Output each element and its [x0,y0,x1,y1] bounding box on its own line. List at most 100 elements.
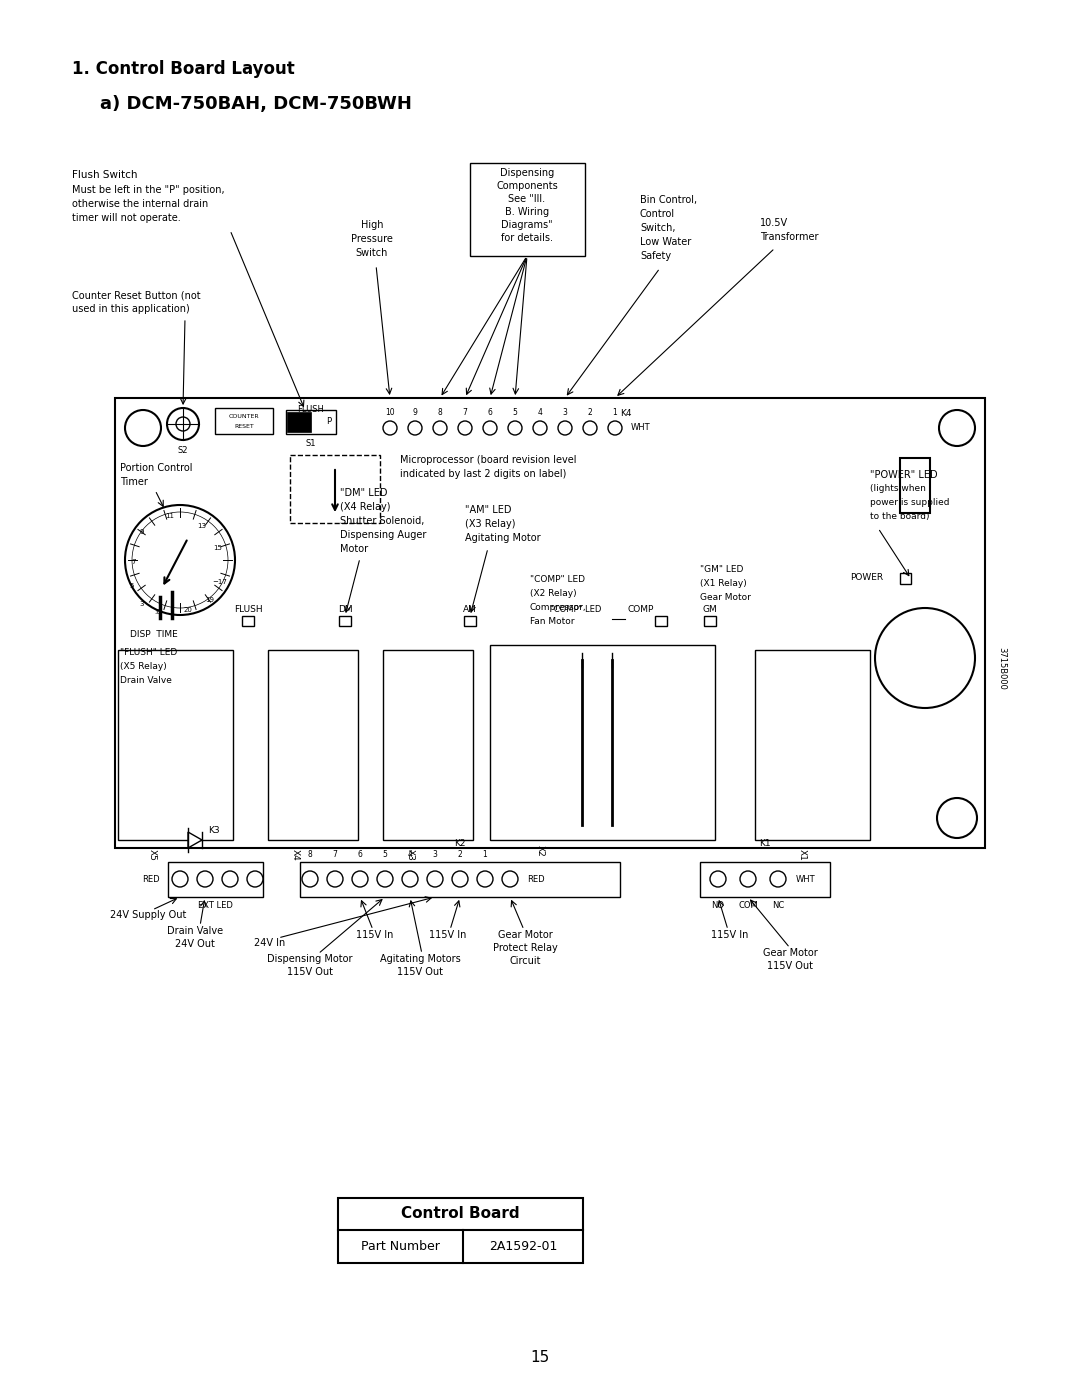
Text: 5: 5 [382,849,388,859]
Text: 13: 13 [198,522,206,529]
Text: COM: COM [738,901,758,909]
Text: S2: S2 [178,446,188,455]
Text: (X2 Relay): (X2 Relay) [530,590,577,598]
Text: indicated by last 2 digits on label): indicated by last 2 digits on label) [400,469,566,479]
Circle shape [558,420,572,434]
Bar [291,455,380,522]
Circle shape [408,420,422,434]
Text: 3: 3 [139,601,145,608]
Bar [339,616,351,626]
Text: 10.5V: 10.5V [760,218,788,228]
Text: Drain Valve: Drain Valve [167,926,224,936]
Text: Counter Reset Button (not: Counter Reset Button (not [72,291,201,300]
Circle shape [402,870,418,887]
Bar [242,616,254,626]
Circle shape [937,798,977,838]
Circle shape [710,870,726,887]
Text: Drain Valve: Drain Valve [120,676,172,685]
Circle shape [939,409,975,446]
Text: timer will not operate.: timer will not operate. [72,212,180,224]
Circle shape [608,420,622,434]
Text: Dispensing Auger: Dispensing Auger [340,529,427,541]
Text: for details.: for details. [501,233,553,243]
Text: 1. Control Board Layout: 1. Control Board Layout [72,60,295,78]
Text: COUNTER: COUNTER [229,414,259,419]
Text: Safety: Safety [640,251,671,261]
Text: Components: Components [496,182,558,191]
Text: 10: 10 [386,408,395,416]
Text: Flush Switch: Flush Switch [72,170,137,180]
Text: B. Wiring: B. Wiring [505,207,549,217]
Circle shape [740,870,756,887]
Text: Transformer: Transformer [760,232,819,242]
Circle shape [770,870,786,887]
Text: K3: K3 [208,826,219,835]
Circle shape [427,870,443,887]
Bar [700,862,831,897]
Text: FLUSH: FLUSH [298,405,324,414]
Text: WHT: WHT [796,875,815,883]
Text: NC: NC [772,901,784,909]
Text: .6: .6 [154,609,161,615]
Bar [900,573,912,584]
Circle shape [433,420,447,434]
Text: 24V Supply Out: 24V Supply Out [110,909,186,921]
Circle shape [502,870,518,887]
Text: 115V In: 115V In [430,930,467,940]
Circle shape [458,420,472,434]
Text: Dispensing Motor: Dispensing Motor [267,954,353,964]
Text: S1: S1 [306,439,316,448]
Text: Agitating Motor: Agitating Motor [465,534,541,543]
Text: RESET: RESET [234,425,254,429]
Text: RED: RED [143,875,160,883]
Text: 5: 5 [130,583,134,590]
Text: "GM" LED: "GM" LED [700,564,743,574]
Circle shape [125,409,161,446]
Text: X1: X1 [797,849,807,861]
Text: Compressor,: Compressor, [530,604,586,612]
Text: Part Number: Part Number [361,1241,440,1253]
Text: Motor: Motor [340,543,368,555]
Text: K1: K1 [759,840,771,848]
Bar [654,616,667,626]
Text: 2: 2 [588,408,592,416]
Bar [900,458,930,513]
Circle shape [123,798,163,838]
Circle shape [125,504,235,615]
Text: (lights when: (lights when [870,483,926,493]
Circle shape [172,870,188,887]
Circle shape [477,870,492,887]
Bar [287,412,311,432]
Text: Gear Motor: Gear Motor [762,949,818,958]
Text: 24V Out: 24V Out [175,939,215,949]
Text: 5: 5 [513,408,517,416]
Text: 4: 4 [407,849,413,859]
Text: Must be left in the "P" position,: Must be left in the "P" position, [72,184,225,196]
Circle shape [247,870,264,887]
Text: (X5 Relay): (X5 Relay) [120,662,166,671]
Text: 7: 7 [132,559,136,564]
Bar [268,650,357,840]
Bar [755,650,870,840]
Text: to the board): to the board) [870,511,930,521]
Text: 9: 9 [139,529,145,535]
Text: Microprocessor (board revision level: Microprocessor (board revision level [400,455,577,465]
Text: 15: 15 [530,1351,550,1365]
Text: 115V Out: 115V Out [767,961,813,971]
Circle shape [453,870,468,887]
Text: Diagrams": Diagrams" [501,219,553,231]
Circle shape [583,420,597,434]
Text: WHT: WHT [631,423,650,433]
Text: POWER: POWER [850,574,883,583]
Bar [114,398,985,848]
Text: K4: K4 [620,409,632,419]
Text: 9: 9 [413,408,418,416]
Text: 3: 3 [433,849,437,859]
Circle shape [167,408,199,440]
Text: Protect Relay: Protect Relay [492,943,557,953]
Text: 2A1592-01: 2A1592-01 [489,1241,557,1253]
Text: 1: 1 [483,849,487,859]
Circle shape [483,420,497,434]
Bar [338,1199,583,1263]
Text: Control Board: Control Board [401,1207,519,1221]
